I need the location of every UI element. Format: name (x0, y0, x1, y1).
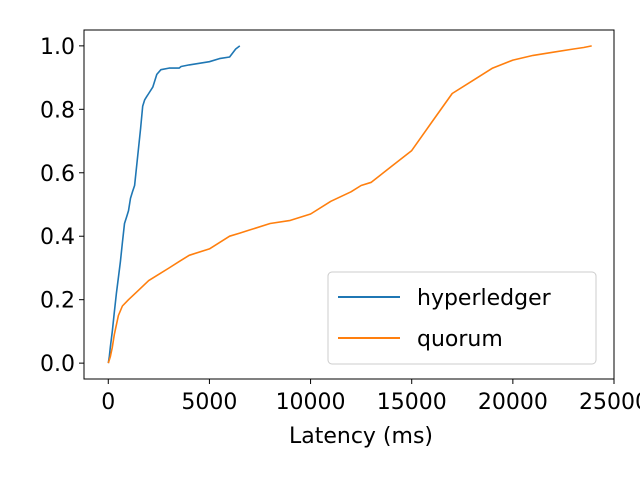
x-tick-label: 15000 (377, 390, 447, 415)
plot-frame (83, 29, 615, 380)
legend: hyperledger quorum (327, 271, 597, 365)
legend-label-hyperledger: hyperledger (417, 286, 552, 311)
y-tick-label: 0.4 (40, 225, 75, 250)
y-tick-label: 0.2 (40, 289, 75, 314)
x-tick-label: 5000 (181, 390, 237, 415)
x-tick-label: 10000 (276, 390, 346, 415)
y-axis: 0.0 0.2 0.4 0.6 0.8 1.0 (40, 35, 84, 377)
y-tick-label: 0.0 (40, 352, 75, 377)
series-line-quorum (107, 45, 592, 364)
legend-box (327, 271, 597, 365)
series-line-hyperledger (107, 45, 241, 364)
x-axis-title: Latency (ms) (289, 424, 433, 449)
y-tick-label: 0.8 (40, 98, 75, 123)
x-tick-label: 0 (101, 390, 115, 415)
y-tick-label: 1.0 (40, 35, 75, 60)
plot-lines (107, 45, 592, 364)
y-tick-label: 0.6 (40, 162, 75, 187)
x-tick-label: 20000 (478, 390, 548, 415)
legend-label-quorum: quorum (417, 327, 503, 352)
